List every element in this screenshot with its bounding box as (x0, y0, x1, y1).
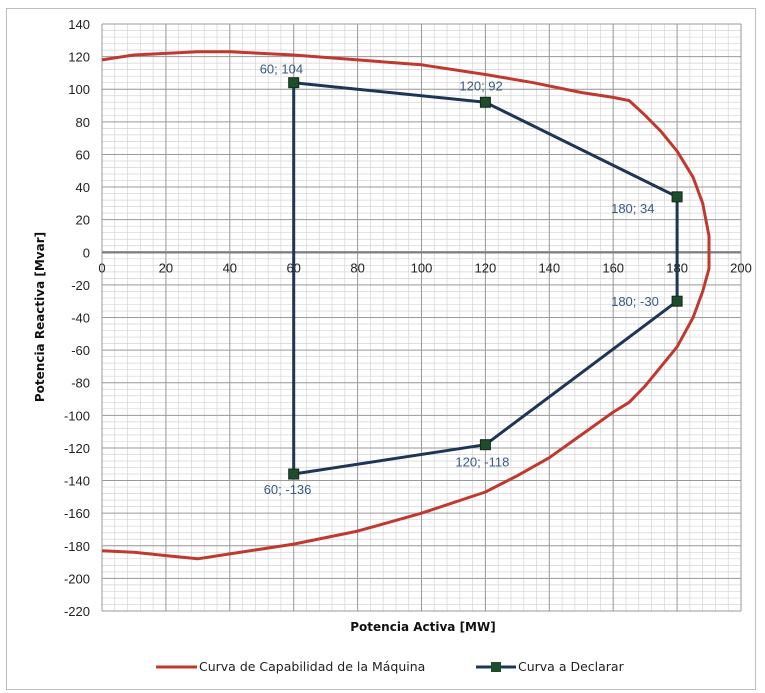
x-tick-label: 160 (602, 260, 624, 275)
y-tick-label: 80 (76, 115, 90, 130)
major-gridlines (101, 23, 742, 612)
declared-point-marker (671, 295, 683, 307)
x-tick-label: 40 (223, 260, 237, 275)
y-tick-label: 120 (68, 50, 90, 65)
legend: Curva de Capabilidad de la Máquina Curva… (156, 659, 625, 674)
y-tick-label: -100 (64, 408, 90, 423)
y-tick-label: 20 (76, 213, 90, 228)
legend-marker-declared (491, 662, 501, 672)
x-tick-label: 140 (538, 260, 560, 275)
declared-point-marker (671, 191, 683, 203)
point-label: 120; -118 (455, 455, 509, 470)
y-tick-label: -60 (71, 343, 90, 358)
legend-label-capability: Curva de Capabilidad de la Máquina (199, 659, 425, 674)
x-tick-label: 80 (350, 260, 364, 275)
x-tick-label: 200 (730, 260, 752, 275)
declared-point-marker (479, 439, 491, 451)
capability-curve-line (101, 50, 711, 561)
x-tick-labels: 0 20 40 60 80 100 120 140 160 180 200 (98, 260, 751, 275)
y-tick-labels: 140 120 100 80 60 40 20 0 -20 -40 -60 -80 -100 -120 -1… (64, 17, 90, 619)
point-label: 60; 104 (260, 62, 303, 77)
legend-item-declared: Curva a Declarar (476, 659, 625, 674)
y-tick-label: -40 (71, 311, 90, 326)
y-tick-label: -180 (64, 539, 90, 554)
x-tick-label: 0 (98, 260, 105, 275)
y-tick-label: -200 (64, 571, 90, 586)
y-tick-label: -140 (64, 474, 90, 489)
y-tick-label: -20 (71, 278, 90, 293)
point-label: 60; -136 (264, 482, 312, 497)
point-labels: 60; 104 120; 92 180; 34 180; -30 120; -118 60… (260, 62, 659, 497)
y-tick-label: 40 (76, 180, 90, 195)
x-axis-title: Potencia Activa [MW] (350, 620, 495, 634)
legend-item-capability: Curva de Capabilidad de la Máquina (156, 659, 425, 674)
y-tick-label: -120 (64, 441, 90, 456)
legend-label-declared: Curva a Declarar (518, 659, 625, 674)
y-tick-label: -80 (71, 376, 90, 391)
point-label: 180; -30 (611, 294, 659, 309)
point-label: 120; 92 (459, 78, 502, 93)
point-label: 180; 34 (611, 201, 654, 216)
y-tick-label: 100 (68, 82, 90, 97)
declared-point-marker (288, 468, 300, 480)
declared-point-marker (288, 77, 300, 89)
markers-layer (288, 77, 683, 480)
x-tick-label: 100 (411, 260, 433, 275)
y-tick-label: -220 (64, 604, 90, 619)
y-tick-label: 140 (68, 17, 90, 32)
x-tick-label: 120 (475, 260, 497, 275)
y-tick-label: -160 (64, 506, 90, 521)
y-axis-title: Potencia Reactiva [Mvar] (33, 232, 47, 402)
declared-point-marker (479, 96, 491, 108)
y-tick-label: 60 (76, 147, 90, 162)
y-tick-label: 0 (83, 245, 90, 260)
x-tick-label: 20 (159, 260, 173, 275)
